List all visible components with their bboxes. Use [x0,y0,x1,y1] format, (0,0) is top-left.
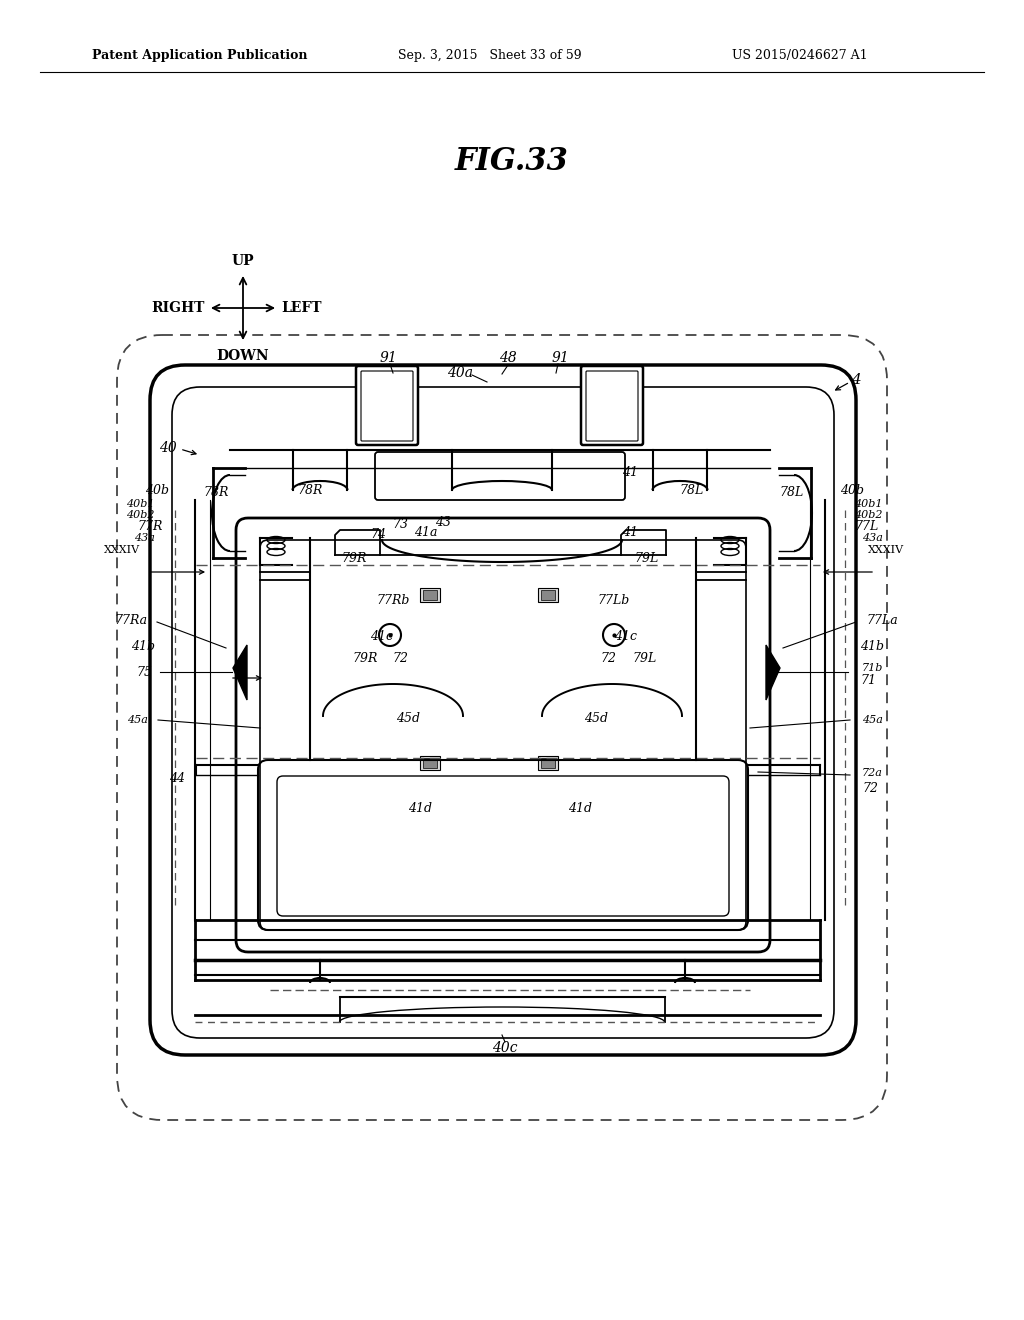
Text: 79L: 79L [633,652,657,664]
Text: 45d: 45d [396,711,420,725]
Text: 71: 71 [860,675,876,688]
Text: 77L: 77L [854,520,879,532]
Bar [541,758,555,768]
Bar [538,756,558,770]
Text: 41c: 41c [371,630,393,643]
Text: 4: 4 [851,374,861,387]
FancyBboxPatch shape [361,371,413,441]
Bar [538,587,558,602]
Text: 43a: 43a [862,533,883,543]
Text: 40: 40 [159,441,177,455]
Text: 74: 74 [370,528,386,541]
Text: 78R: 78R [204,487,228,499]
Text: 41a: 41a [415,525,437,539]
Text: 72: 72 [862,781,878,795]
Text: FIG.33: FIG.33 [455,147,569,177]
Text: 79R: 79R [341,552,367,565]
Text: 40b: 40b [145,483,169,496]
Polygon shape [766,645,780,700]
Polygon shape [233,645,247,700]
Text: 41b: 41b [131,640,155,653]
Text: 40b1: 40b1 [127,499,155,510]
Text: 78R: 78R [297,483,323,496]
Text: 40b: 40b [840,483,864,496]
Text: 43a: 43a [134,533,155,543]
Text: US 2015/0246627 A1: US 2015/0246627 A1 [732,49,867,62]
Text: 73: 73 [392,517,408,531]
Text: 41b: 41b [860,640,884,653]
Text: 79R: 79R [352,652,378,664]
Text: 77Rb: 77Rb [376,594,410,606]
Text: 78L: 78L [680,483,705,496]
Text: 41: 41 [622,466,638,479]
Text: 41: 41 [622,527,638,540]
Text: 43: 43 [435,516,451,528]
Text: 40b1: 40b1 [854,499,883,510]
Text: 75: 75 [136,665,152,678]
Text: 77Lb: 77Lb [598,594,630,606]
Text: Sep. 3, 2015   Sheet 33 of 59: Sep. 3, 2015 Sheet 33 of 59 [398,49,582,62]
Text: 91: 91 [379,351,397,366]
Text: 48: 48 [499,351,517,366]
Text: 41d: 41d [568,801,592,814]
Text: 45a: 45a [862,715,883,725]
Text: XXXIV: XXXIV [103,545,140,554]
Text: 40b2: 40b2 [854,510,883,520]
FancyBboxPatch shape [356,366,418,445]
Text: 40a: 40a [447,366,473,380]
Bar [420,756,440,770]
Bar [423,758,437,768]
Bar [541,590,555,601]
Text: 72: 72 [392,652,408,664]
Text: DOWN: DOWN [217,348,269,363]
Text: 72a: 72a [862,768,883,777]
Text: 77Ra: 77Ra [115,614,148,627]
Text: RIGHT: RIGHT [152,301,205,315]
Text: 41c: 41c [614,630,638,643]
Text: UP: UP [231,253,254,268]
Bar [420,587,440,602]
FancyBboxPatch shape [586,371,638,441]
Text: 72: 72 [600,652,616,664]
Text: 91: 91 [551,351,569,366]
Text: 45a: 45a [127,715,148,725]
Text: 78L: 78L [780,487,804,499]
Text: 44: 44 [169,771,185,784]
FancyBboxPatch shape [581,366,643,445]
Text: 41d: 41d [408,801,432,814]
Text: 40c: 40c [493,1041,518,1055]
Text: LEFT: LEFT [282,301,323,315]
Text: 71b: 71b [862,663,884,673]
Text: 77La: 77La [866,614,898,627]
Text: 45d: 45d [584,711,608,725]
Bar [423,590,437,601]
Text: Patent Application Publication: Patent Application Publication [92,49,308,62]
Text: XXXIV: XXXIV [868,545,904,554]
Text: 40b2: 40b2 [127,510,155,520]
Text: 79L: 79L [635,552,659,565]
Text: 77R: 77R [137,520,163,532]
